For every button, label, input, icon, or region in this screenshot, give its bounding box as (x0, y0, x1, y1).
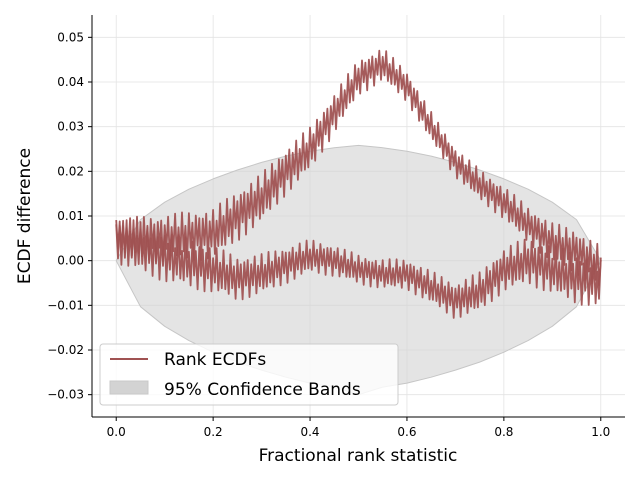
y-tick-label: 0.02 (57, 164, 84, 178)
series-layer (115, 49, 602, 319)
ticks: 0.0 0.2 0.4 0.6 0.8 1.0 −0.03 −0.02 −0.01 0.00 0.0… (47, 30, 610, 439)
legend-band-swatch (109, 380, 149, 395)
legend: Rank ECDFs 95% Confidence Bands (99, 343, 399, 406)
y-tick-label: 0.05 (57, 30, 84, 44)
x-tick-label: 0.8 (494, 425, 513, 439)
x-tick-label: 0.2 (204, 425, 223, 439)
y-tick-label: 0.04 (57, 75, 84, 89)
y-axis-label: ECDF difference (15, 148, 35, 284)
y-tick-label: 0.00 (57, 254, 84, 268)
legend-label-confidence-bands: 95% Confidence Bands (164, 380, 361, 400)
y-tick-label: 0.03 (57, 120, 84, 134)
legend-box (99, 343, 399, 406)
legend-label-rank-ecdfs: Rank ECDFs (164, 350, 266, 370)
x-axis-label: Fractional rank statistic (259, 446, 458, 466)
y-tick-label: −0.03 (47, 388, 84, 402)
y-tick-label: 0.01 (57, 209, 84, 223)
series-line-1 (115, 49, 602, 287)
y-tick-label: −0.01 (47, 298, 84, 312)
x-tick-label: 0.4 (300, 425, 319, 439)
x-tick-label: 0.6 (397, 425, 416, 439)
x-tick-label: 1.0 (591, 425, 610, 439)
y-tick-label: −0.02 (47, 343, 84, 357)
x-tick-label: 0.0 (107, 425, 126, 439)
series-line-2 (115, 219, 602, 319)
